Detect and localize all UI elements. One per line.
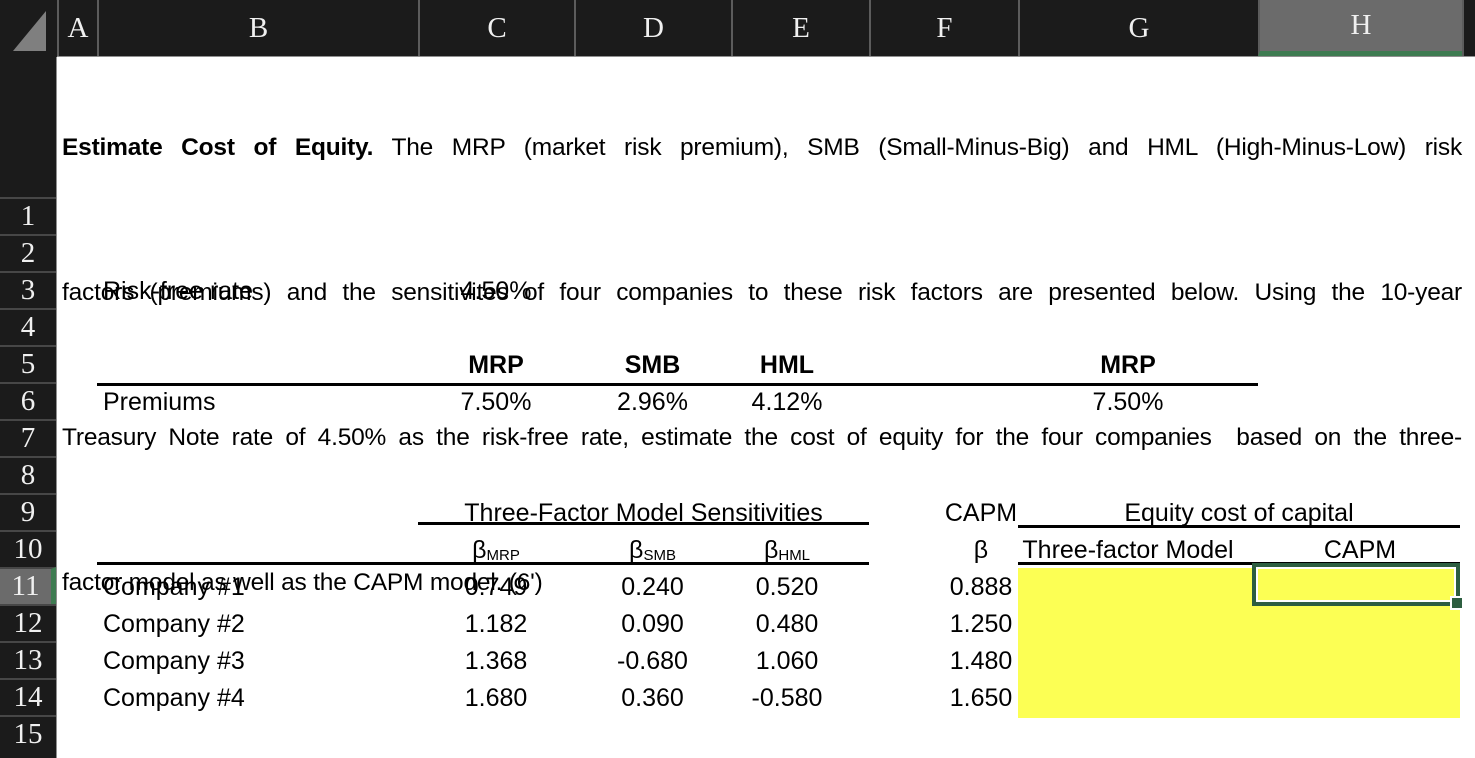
company-4-name-cell[interactable]: Company #4 — [103, 684, 245, 712]
header-separator — [1462, 0, 1464, 56]
row-header-10[interactable]: 10 — [0, 530, 56, 567]
column-header-e[interactable]: E — [731, 0, 869, 56]
premium-value-capm-mrp[interactable]: 7.50% — [1092, 388, 1164, 416]
column-header-a[interactable]: A — [57, 0, 97, 56]
company-3-name-cell[interactable]: Company #3 — [103, 647, 245, 675]
column-header-h[interactable]: H — [1258, 0, 1462, 56]
problem-statement: Estimate Cost of Equity. The MRP (market… — [62, 58, 1462, 637]
row-header-15[interactable]: 15 — [0, 715, 56, 752]
problem-statement-line-2: factors (premiums) and the sensitivites … — [62, 279, 1462, 307]
company-1-bmrp-cell[interactable]: 0.749 — [464, 573, 528, 601]
row-header-9[interactable]: 9 — [0, 493, 56, 530]
company-4-bsmb-cell[interactable]: 0.360 — [621, 684, 684, 712]
row-header-gutter: 1 2 3 4 5 6 7 8 9 10 11 12 13 14 15 — [0, 57, 57, 758]
beta-sub-smb: SMB — [643, 547, 676, 564]
beta-symbol: β — [472, 536, 487, 564]
column-header-g[interactable]: G — [1018, 0, 1258, 56]
beta-hml-header[interactable]: β HML — [718, 532, 856, 569]
problem-statement-bold-lead: Estimate Cost of Equity. — [62, 134, 374, 162]
problem-statement-line-4: factor model as well as the CAPM model. … — [62, 568, 543, 596]
column-header-bar: A B C D E F G H — [0, 0, 1475, 57]
column-header-d[interactable]: D — [574, 0, 731, 56]
fill-handle[interactable] — [1450, 596, 1464, 610]
select-all-corner[interactable] — [0, 0, 57, 57]
company-2-bmrp-cell[interactable]: 1.182 — [464, 610, 528, 638]
premiums-label-cell[interactable]: Premiums — [103, 388, 216, 416]
company-1-bhml-cell[interactable]: 0.520 — [755, 573, 819, 601]
premiums-divider-rule — [97, 383, 1258, 386]
sensitivities-title-rule — [418, 522, 869, 525]
problem-statement-line-1-rest: The MRP (market risk premium), SMB (Smal… — [373, 134, 1462, 162]
problem-statement-line-3: Treasury Note rate of 4.50% as the risk-… — [62, 424, 1462, 452]
company-3-bmrp-cell[interactable]: 1.368 — [464, 647, 528, 675]
capm-title[interactable]: CAPM — [944, 499, 1018, 527]
capm-beta-header[interactable]: β — [973, 536, 989, 564]
column-header-b[interactable]: B — [97, 0, 418, 56]
premium-header-capm-mrp[interactable]: MRP — [1100, 351, 1156, 379]
premium-header-hml[interactable]: HML — [759, 351, 815, 379]
row-header-8[interactable]: 8 — [0, 456, 56, 493]
table-header-rule-left — [97, 562, 869, 565]
row-header-7[interactable]: 7 — [0, 419, 56, 456]
premium-value-smb[interactable]: 2.96% — [617, 388, 688, 416]
company-3-bhml-cell[interactable]: 1.060 — [755, 647, 819, 675]
equity-title-rule — [1018, 525, 1460, 528]
row-header-12[interactable]: 12 — [0, 604, 56, 641]
company-4-bhml-cell[interactable]: -0.580 — [751, 684, 823, 712]
highlighted-answer-region[interactable] — [1018, 568, 1460, 718]
company-3-capm-beta-cell[interactable]: 1.480 — [949, 647, 1013, 675]
company-3-bsmb-cell[interactable]: -0.680 — [617, 647, 688, 675]
equity-cost-title[interactable]: Equity cost of capital — [1124, 499, 1354, 527]
row-header-3[interactable]: 3 — [0, 271, 56, 308]
problem-statement-line-1: Estimate Cost of Equity. The MRP (market… — [62, 130, 1462, 202]
premium-value-hml[interactable]: 4.12% — [751, 388, 823, 416]
company-4-bmrp-cell[interactable]: 1.680 — [464, 684, 528, 712]
row-header-5[interactable]: 5 — [0, 345, 56, 382]
row-header-13[interactable]: 13 — [0, 641, 56, 678]
row-header-6[interactable]: 6 — [0, 382, 56, 419]
beta-sub-hml: HML — [778, 547, 811, 564]
company-1-bsmb-cell[interactable]: 0.240 — [621, 573, 684, 601]
capm-column-header[interactable]: CAPM — [1323, 536, 1397, 564]
active-cell-selection[interactable] — [1252, 563, 1464, 610]
row-header-4[interactable]: 4 — [0, 308, 56, 345]
risk-free-rate-label-cell[interactable]: Risk-free rate — [103, 277, 254, 305]
table-header-rule-right — [1018, 562, 1460, 565]
select-all-icon — [13, 11, 46, 51]
beta-smb-header[interactable]: β SMB — [574, 532, 731, 569]
beta-sub-mrp: MRP — [486, 547, 520, 564]
company-1-capm-beta-cell[interactable]: 0.888 — [949, 573, 1013, 601]
company-2-bsmb-cell[interactable]: 0.090 — [621, 610, 684, 638]
premium-value-mrp[interactable]: 7.50% — [460, 388, 532, 416]
row-header-2[interactable]: 2 — [0, 234, 56, 271]
column-header-c[interactable]: C — [418, 0, 574, 56]
row-header-11[interactable]: 11 — [0, 567, 56, 604]
beta-symbol: β — [763, 536, 779, 564]
company-1-name-cell[interactable]: Company #1 — [103, 573, 245, 601]
premium-header-smb[interactable]: SMB — [624, 351, 681, 379]
company-2-bhml-cell[interactable]: 0.480 — [755, 610, 819, 638]
risk-free-rate-value-cell[interactable]: 4.50% — [460, 277, 532, 305]
company-4-capm-beta-cell[interactable]: 1.650 — [949, 684, 1013, 712]
company-2-capm-beta-cell[interactable]: 1.250 — [949, 610, 1013, 638]
company-2-name-cell[interactable]: Company #2 — [103, 610, 245, 638]
column-header-f[interactable]: F — [869, 0, 1018, 56]
row-header-14[interactable]: 14 — [0, 678, 56, 715]
premium-header-mrp[interactable]: MRP — [468, 351, 524, 379]
beta-symbol: β — [629, 536, 644, 564]
sensitivities-title[interactable]: Three-Factor Model Sensitivities — [464, 499, 823, 527]
beta-mrp-header[interactable]: β MRP — [418, 532, 574, 569]
row-header-1[interactable]: 1 — [0, 197, 56, 234]
three-factor-model-header[interactable]: Three-factor Model — [1022, 536, 1234, 564]
